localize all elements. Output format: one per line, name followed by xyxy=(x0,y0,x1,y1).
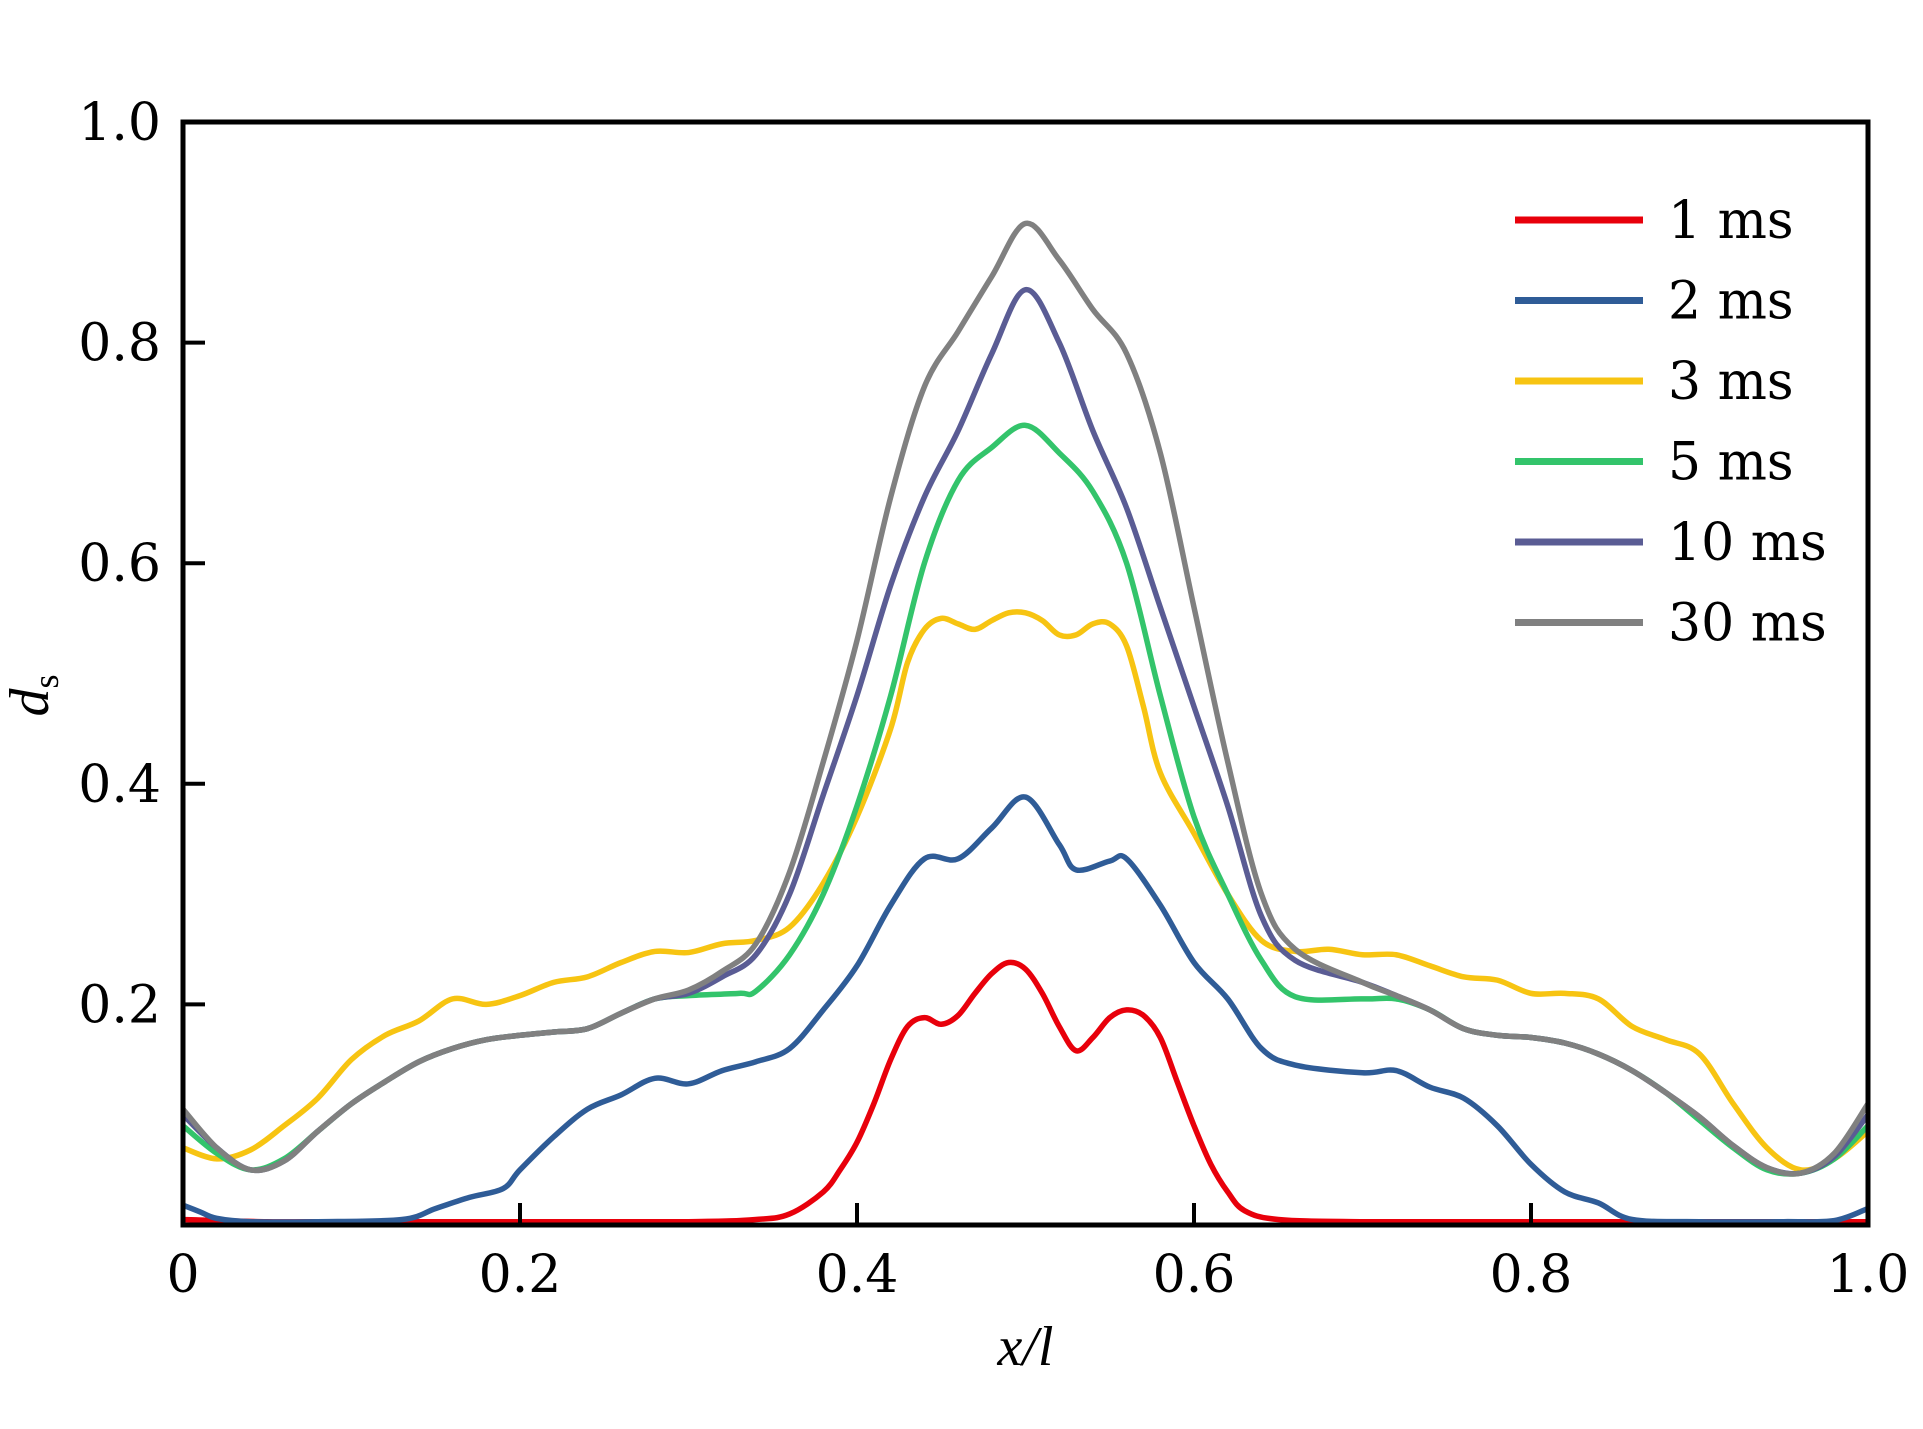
legend-label: 2 ms xyxy=(1668,272,1794,332)
legend-label: 3 ms xyxy=(1668,352,1794,412)
x-tick-label: 0 xyxy=(166,1245,199,1305)
x-tick-label: 0.8 xyxy=(1490,1245,1573,1305)
legend-label: 10 ms xyxy=(1668,513,1827,573)
y-tick-label: 0.6 xyxy=(78,534,161,594)
x-tick-label: 0.4 xyxy=(816,1245,899,1305)
y-tick-label: 0.8 xyxy=(78,314,161,374)
legend-label: 30 ms xyxy=(1668,594,1827,654)
series-line-30-ms xyxy=(183,220,1868,1177)
y-axis-label-main: d xyxy=(0,688,61,717)
legend: 1 ms 2 ms 3 ms 5 ms 10 ms 30 ms xyxy=(1515,191,1827,654)
legend-label: 1 ms xyxy=(1668,191,1794,251)
series-line-1-ms xyxy=(183,959,1868,1225)
y-tick-label: 0.2 xyxy=(78,975,161,1035)
series-layer xyxy=(183,220,1868,1225)
ticks-layer: 0 0.2 0.4 0.6 0.8 1.0 0.2 0.4 0.6 0.8 1.0 xyxy=(78,93,1909,1305)
y-tick-label: 0.4 xyxy=(78,755,161,815)
x-tick-label: 0.6 xyxy=(1153,1245,1236,1305)
series-line-2-ms xyxy=(183,794,1868,1225)
legend-label: 5 ms xyxy=(1668,433,1794,493)
x-tick-label: 1.0 xyxy=(1827,1245,1910,1305)
x-axis-label: x/l xyxy=(997,1316,1054,1378)
y-axis-label-subscript: s xyxy=(26,674,66,688)
y-axis-label: ds xyxy=(0,674,66,716)
plot-frame xyxy=(180,119,1871,1228)
x-tick-label: 0.2 xyxy=(479,1245,562,1305)
series-line-3-ms xyxy=(183,609,1868,1173)
y-tick-label: 1.0 xyxy=(78,93,161,153)
series-line-10-ms xyxy=(183,286,1868,1177)
